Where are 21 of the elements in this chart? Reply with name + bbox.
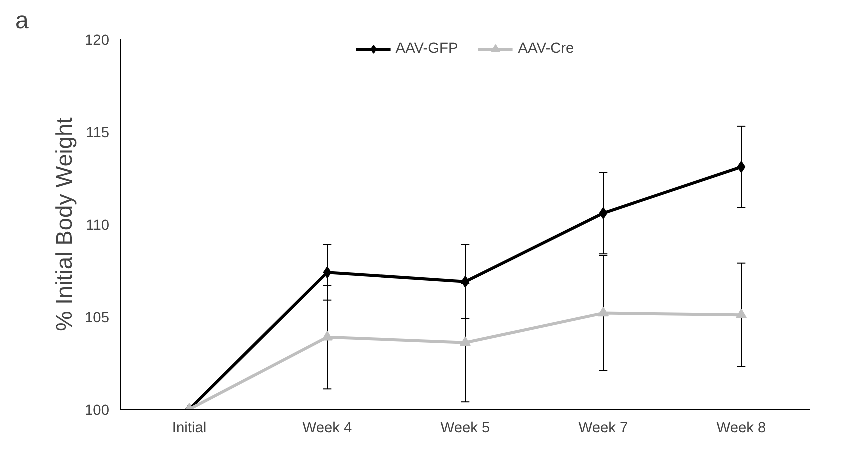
y-tick-label: 115: [86, 126, 110, 142]
x-tick-label: Week 8: [716, 420, 766, 436]
x-tick-label: Week 7: [578, 420, 628, 436]
y-tick-label: 120: [85, 33, 110, 49]
y-tick-label: 110: [86, 218, 110, 234]
x-tick-label: Week 4: [302, 420, 352, 436]
y-axis-title: % Initial Body Weight: [51, 116, 78, 332]
legend-label: AAV-Cre: [518, 41, 574, 57]
point: [736, 308, 747, 319]
text: a: [16, 8, 30, 34]
y-tick-label: 100: [85, 403, 110, 419]
y-tick-label: 105: [85, 310, 110, 326]
legend-label: AAV-GFP: [396, 41, 458, 57]
point: [598, 307, 609, 317]
x-tick-label: Initial: [172, 420, 207, 436]
point: [322, 331, 333, 341]
point: [323, 266, 332, 279]
point: [460, 336, 471, 346]
x-tick-label: Week 5: [440, 420, 490, 436]
point: [599, 207, 608, 220]
point: [737, 161, 746, 174]
